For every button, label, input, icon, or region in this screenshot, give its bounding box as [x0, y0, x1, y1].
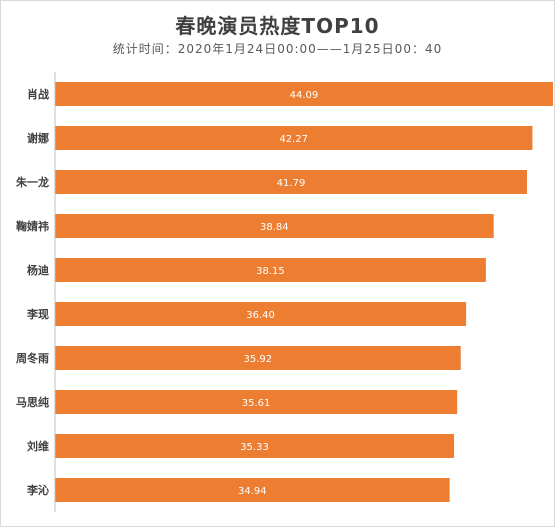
chart-subtitle: 统计时间：2020年1月24日00:00——1月25日00：40: [112, 42, 443, 56]
category-label-9: 李沁: [26, 483, 49, 497]
value-label-3: 38.84: [260, 222, 289, 233]
bar-5: [55, 302, 467, 326]
bar-3: [55, 214, 494, 238]
category-label-1: 谢娜: [27, 131, 49, 145]
category-label-0: 肖战: [27, 87, 49, 101]
category-label-8: 刘维: [27, 439, 49, 453]
value-label-7: 35.61: [242, 398, 271, 409]
bars-layer: 肖战 44.09 谢娜 42.27 朱一龙 41.79 鞠婧祎 38.84 杨迪 38.15 李现 3…: [15, 82, 553, 502]
value-label-9: 34.94: [238, 486, 267, 497]
value-label-6: 35.92: [244, 354, 273, 365]
category-label-7: 马思纯: [16, 395, 49, 409]
bar-0: [55, 82, 553, 106]
category-label-5: 李现: [26, 307, 49, 321]
bar-6: [55, 346, 461, 370]
category-label-4: 杨迪: [27, 263, 49, 277]
value-label-4: 38.15: [256, 266, 285, 277]
bar-8: [55, 434, 455, 458]
category-label-2: 朱一龙: [15, 175, 49, 189]
value-label-0: 44.09: [290, 90, 319, 101]
category-label-3: 鞠婧祎: [16, 219, 49, 233]
value-label-8: 35.33: [240, 442, 269, 453]
category-label-6: 周冬雨: [16, 351, 49, 365]
bar-4: [55, 258, 486, 282]
value-label-2: 41.79: [277, 178, 306, 189]
bar-9: [55, 478, 450, 502]
value-label-5: 36.40: [246, 310, 275, 321]
bar-7: [55, 390, 458, 414]
value-label-1: 42.27: [279, 134, 308, 145]
bar-2: [55, 170, 527, 194]
chart-title: 春晚演员热度TOP10: [175, 14, 380, 38]
bar-1: [55, 126, 533, 150]
